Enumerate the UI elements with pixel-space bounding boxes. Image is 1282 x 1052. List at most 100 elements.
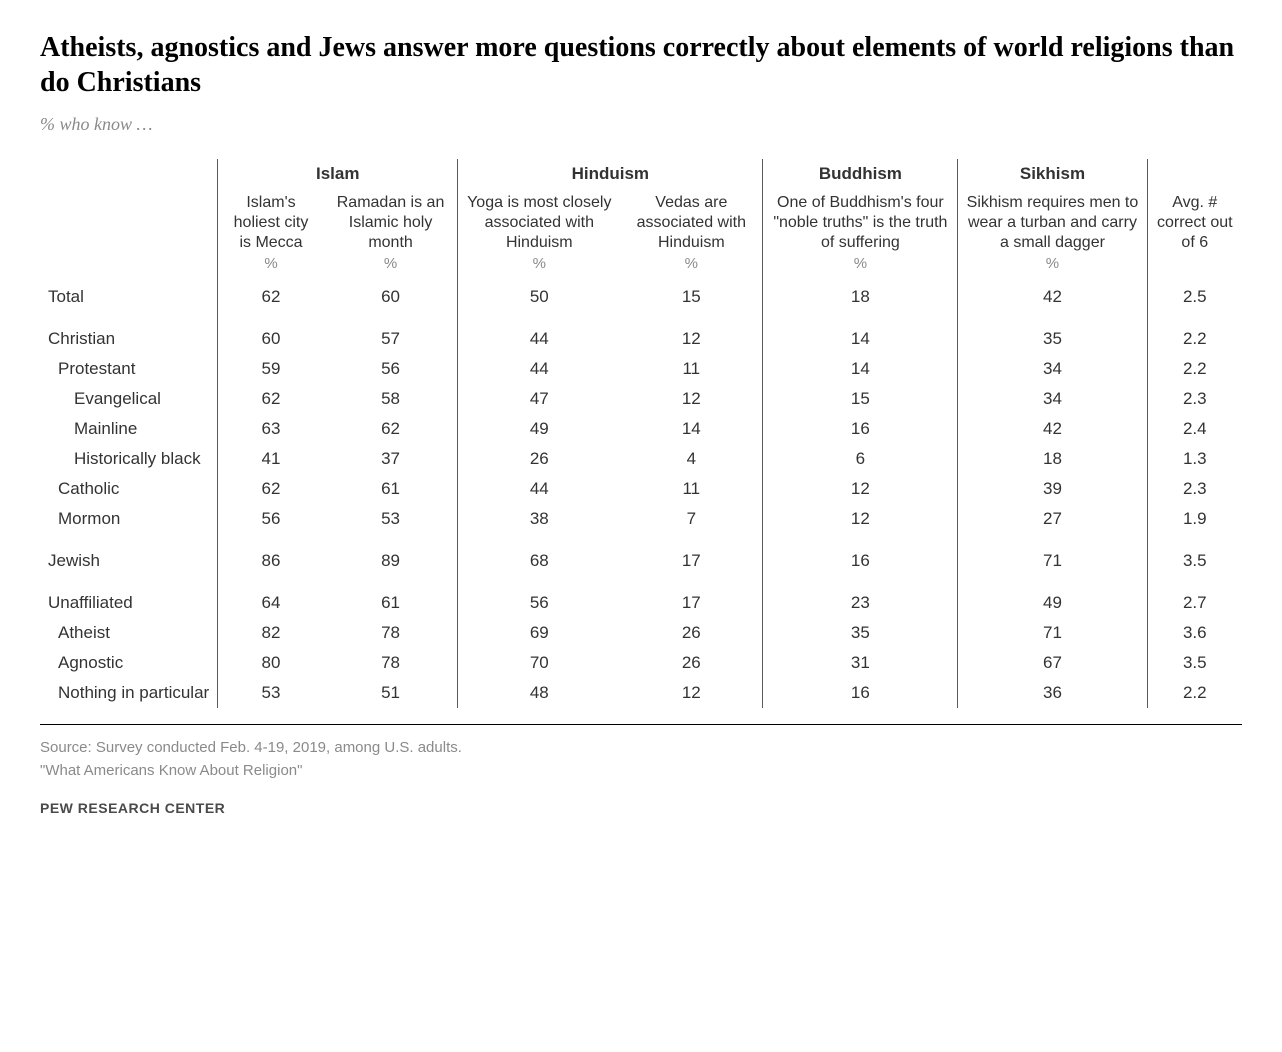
- cell-value: 57: [324, 324, 458, 354]
- cell-value: 62: [218, 474, 324, 504]
- cell-value: 78: [324, 648, 458, 678]
- cell-value: 26: [620, 618, 763, 648]
- cell-value: 50: [458, 282, 620, 312]
- row-label: Jewish: [40, 546, 218, 576]
- cell-value: 61: [324, 474, 458, 504]
- footer-report: "What Americans Know About Religion": [40, 760, 1242, 783]
- cell-value: 63: [218, 414, 324, 444]
- cell-value: 12: [620, 324, 763, 354]
- cell-value: 49: [958, 588, 1147, 618]
- percent-label: %: [458, 255, 620, 282]
- table-row: Christian6057441214352.2: [40, 324, 1242, 354]
- cell-value: 78: [324, 618, 458, 648]
- cell-value: 23: [763, 588, 958, 618]
- page-title: Atheists, agnostics and Jews answer more…: [40, 30, 1242, 100]
- col-header: Yoga is most closely associated with Hin…: [458, 188, 620, 255]
- table-row: Catholic6261441112392.3: [40, 474, 1242, 504]
- cell-value: 59: [218, 354, 324, 384]
- col-header: One of Buddhism's four "noble truths" is…: [763, 188, 958, 255]
- cell-value: 2.2: [1147, 678, 1242, 708]
- cell-value: 69: [458, 618, 620, 648]
- table-body: Total6260501518422.5Christian60574412143…: [40, 282, 1242, 708]
- row-label: Mainline: [40, 414, 218, 444]
- cell-value: 60: [324, 282, 458, 312]
- cell-value: 42: [958, 414, 1147, 444]
- cell-value: 12: [763, 474, 958, 504]
- cell-value: 12: [620, 384, 763, 414]
- cell-value: 2.3: [1147, 474, 1242, 504]
- cell-value: 12: [763, 504, 958, 534]
- cell-value: 18: [958, 444, 1147, 474]
- row-label: Mormon: [40, 504, 218, 534]
- cell-value: 2.2: [1147, 324, 1242, 354]
- percent-label: %: [958, 255, 1147, 282]
- cell-value: 14: [763, 324, 958, 354]
- cell-value: 48: [458, 678, 620, 708]
- cell-value: 11: [620, 474, 763, 504]
- cell-value: 2.2: [1147, 354, 1242, 384]
- row-label: Christian: [40, 324, 218, 354]
- footer-brand: PEW RESEARCH CENTER: [40, 798, 1242, 819]
- cell-value: 15: [620, 282, 763, 312]
- cell-value: 82: [218, 618, 324, 648]
- cell-value: 44: [458, 474, 620, 504]
- cell-value: 17: [620, 588, 763, 618]
- cell-value: 2.5: [1147, 282, 1242, 312]
- cell-value: 18: [763, 282, 958, 312]
- row-label: Catholic: [40, 474, 218, 504]
- cell-value: 7: [620, 504, 763, 534]
- cell-value: 56: [324, 354, 458, 384]
- percent-label: %: [620, 255, 763, 282]
- row-label: Historically black: [40, 444, 218, 474]
- table-row: Protestant5956441114342.2: [40, 354, 1242, 384]
- cell-value: 44: [458, 354, 620, 384]
- column-header-row: Islam's holiest city is Mecca Ramadan is…: [40, 188, 1242, 255]
- cell-value: 39: [958, 474, 1147, 504]
- table-row: Mormon565338712271.9: [40, 504, 1242, 534]
- cell-value: 44: [458, 324, 620, 354]
- percent-label-row: % % % % % %: [40, 255, 1242, 282]
- cell-value: 71: [958, 618, 1147, 648]
- col-header: Vedas are associated with Hinduism: [620, 188, 763, 255]
- cell-value: 70: [458, 648, 620, 678]
- data-table: Islam Hinduism Buddhism Sikhism Islam's …: [40, 159, 1242, 708]
- cell-value: 4: [620, 444, 763, 474]
- cell-value: 86: [218, 546, 324, 576]
- group-header-row: Islam Hinduism Buddhism Sikhism: [40, 159, 1242, 188]
- table-row: Unaffiliated6461561723492.7: [40, 588, 1242, 618]
- cell-value: 35: [763, 618, 958, 648]
- footer: Source: Survey conducted Feb. 4-19, 2019…: [40, 724, 1242, 819]
- cell-value: 38: [458, 504, 620, 534]
- cell-value: 53: [218, 678, 324, 708]
- col-header: Islam's holiest city is Mecca: [218, 188, 324, 255]
- col-header-avg: Avg. # correct out of 6: [1147, 188, 1242, 255]
- cell-value: 1.3: [1147, 444, 1242, 474]
- percent-label: %: [324, 255, 458, 282]
- cell-value: 51: [324, 678, 458, 708]
- cell-value: 34: [958, 354, 1147, 384]
- cell-value: 1.9: [1147, 504, 1242, 534]
- cell-value: 62: [218, 384, 324, 414]
- table-row: Mainline6362491416422.4: [40, 414, 1242, 444]
- cell-value: 16: [763, 546, 958, 576]
- percent-label: %: [763, 255, 958, 282]
- row-label: Unaffiliated: [40, 588, 218, 618]
- table-row: Atheist8278692635713.6: [40, 618, 1242, 648]
- cell-value: 67: [958, 648, 1147, 678]
- footer-source: Source: Survey conducted Feb. 4-19, 2019…: [40, 737, 1242, 760]
- row-label: Evangelical: [40, 384, 218, 414]
- group-header-buddhism: Buddhism: [763, 159, 958, 188]
- row-label: Agnostic: [40, 648, 218, 678]
- table-row: Evangelical6258471215342.3: [40, 384, 1242, 414]
- cell-value: 89: [324, 546, 458, 576]
- cell-value: 3.5: [1147, 546, 1242, 576]
- cell-value: 27: [958, 504, 1147, 534]
- cell-value: 64: [218, 588, 324, 618]
- cell-value: 53: [324, 504, 458, 534]
- page-subtitle: % who know …: [40, 114, 1242, 135]
- cell-value: 6: [763, 444, 958, 474]
- row-label: Atheist: [40, 618, 218, 648]
- cell-value: 37: [324, 444, 458, 474]
- cell-value: 17: [620, 546, 763, 576]
- col-header: Ramadan is an Islamic holy month: [324, 188, 458, 255]
